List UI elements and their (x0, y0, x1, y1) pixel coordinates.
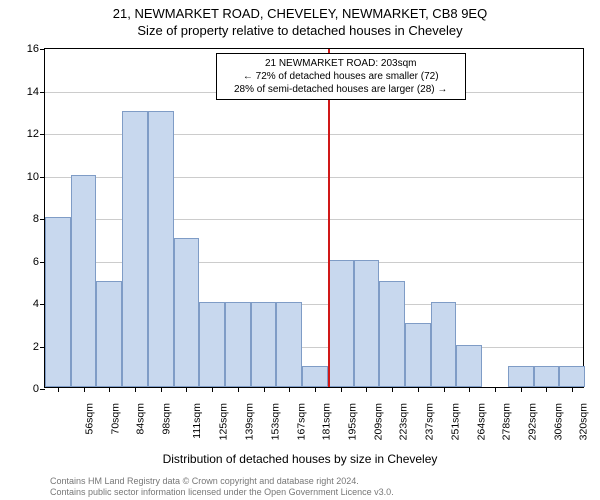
x-axis-label: Distribution of detached houses by size … (0, 452, 600, 466)
xtick-mark (135, 387, 136, 392)
xtick-label: 139sqm (244, 403, 256, 440)
bar (559, 366, 585, 387)
callout-line: 21 NEWMARKET ROAD: 203sqm (223, 57, 459, 70)
bar (174, 238, 200, 387)
xtick-label: 195sqm (346, 403, 358, 440)
bar (354, 260, 380, 388)
xtick-label: 181sqm (321, 403, 333, 440)
callout-line: ← 72% of detached houses are smaller (72… (223, 70, 459, 83)
xtick-label: 125sqm (218, 403, 230, 440)
ytick-label: 4 (33, 298, 45, 310)
bar (379, 281, 405, 387)
xtick-label: 278sqm (501, 403, 513, 440)
chart-title: 21, NEWMARKET ROAD, CHEVELEY, NEWMARKET,… (0, 0, 600, 40)
ytick-label: 14 (27, 86, 45, 98)
bar (148, 111, 174, 387)
xtick-label: 167sqm (295, 403, 307, 440)
plot-area: 024681012141656sqm70sqm84sqm98sqm111sqm1… (44, 48, 584, 388)
xtick-label: 251sqm (449, 403, 461, 440)
xtick-mark (521, 387, 522, 392)
ytick-label: 12 (27, 128, 45, 140)
xtick-label: 70sqm (109, 403, 121, 435)
ytick-label: 6 (33, 256, 45, 268)
bar (96, 281, 122, 387)
footer-attribution: Contains HM Land Registry data © Crown c… (50, 476, 592, 498)
bar (534, 366, 560, 387)
ytick-label: 10 (27, 171, 45, 183)
xtick-mark (109, 387, 110, 392)
bar (328, 260, 354, 388)
xtick-label: 223sqm (398, 403, 410, 440)
xtick-mark (84, 387, 85, 392)
callout-box: 21 NEWMARKET ROAD: 203sqm← 72% of detach… (216, 53, 466, 100)
xtick-mark (444, 387, 445, 392)
xtick-mark (572, 387, 573, 392)
ytick-label: 16 (27, 43, 45, 55)
xtick-mark (469, 387, 470, 392)
footer-line-2: Contains public sector information licen… (50, 487, 592, 498)
xtick-mark (58, 387, 59, 392)
xtick-label: 98sqm (161, 403, 173, 435)
xtick-mark (546, 387, 547, 392)
bar (45, 217, 71, 387)
xtick-label: 264sqm (475, 403, 487, 440)
xtick-label: 153sqm (269, 403, 281, 440)
ytick-label: 0 (33, 383, 45, 395)
bar (405, 323, 431, 387)
xtick-label: 84sqm (135, 403, 147, 435)
ytick-label: 8 (33, 213, 45, 225)
xtick-mark (212, 387, 213, 392)
xtick-mark (366, 387, 367, 392)
xtick-label: 111sqm (191, 403, 203, 439)
xtick-label: 56sqm (83, 403, 95, 435)
xtick-mark (341, 387, 342, 392)
xtick-mark (289, 387, 290, 392)
bar (122, 111, 148, 387)
xtick-label: 292sqm (526, 403, 538, 440)
ytick-label: 2 (33, 341, 45, 353)
xtick-label: 209sqm (372, 403, 384, 440)
title-line-2: Size of property relative to detached ho… (0, 23, 600, 40)
xtick-mark (264, 387, 265, 392)
xtick-label: 306sqm (552, 403, 564, 440)
callout-line: 28% of semi-detached houses are larger (… (223, 83, 459, 96)
plot-wrap: 024681012141656sqm70sqm84sqm98sqm111sqm1… (44, 48, 584, 408)
xtick-mark (186, 387, 187, 392)
bar (199, 302, 225, 387)
footer-line-1: Contains HM Land Registry data © Crown c… (50, 476, 592, 487)
bar (71, 175, 97, 388)
bar (276, 302, 302, 387)
xtick-label: 237sqm (424, 403, 436, 440)
xtick-label: 320sqm (578, 403, 590, 440)
xtick-mark (418, 387, 419, 392)
xtick-mark (495, 387, 496, 392)
xtick-mark (315, 387, 316, 392)
xtick-mark (392, 387, 393, 392)
xtick-mark (238, 387, 239, 392)
bar (225, 302, 251, 387)
bar (456, 345, 482, 388)
bar (431, 302, 457, 387)
bar (251, 302, 277, 387)
bar (508, 366, 534, 387)
bar (302, 366, 328, 387)
xtick-mark (161, 387, 162, 392)
chart-container: { "title_line1": "21, NEWMARKET ROAD, CH… (0, 0, 600, 500)
title-line-1: 21, NEWMARKET ROAD, CHEVELEY, NEWMARKET,… (0, 6, 600, 23)
